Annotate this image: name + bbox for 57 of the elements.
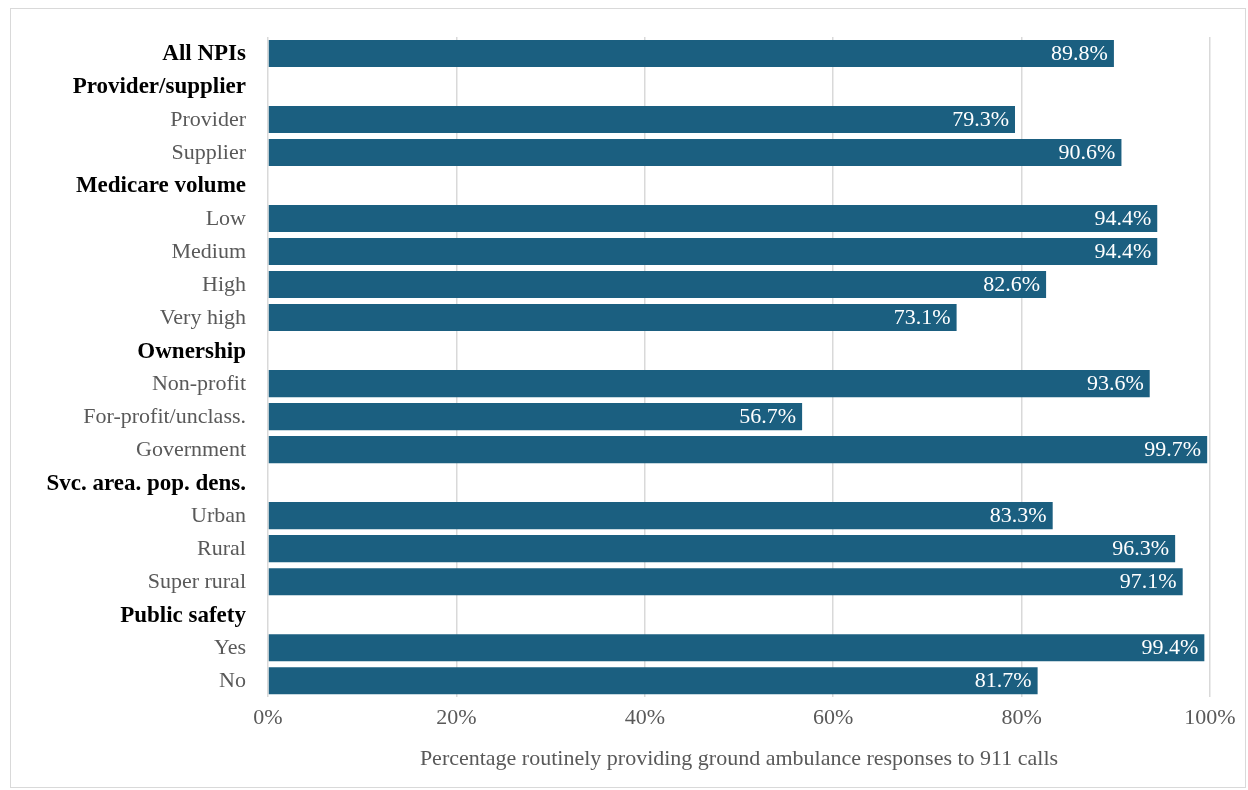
- data-label: 96.3%: [1112, 535, 1170, 561]
- bar: [268, 238, 1158, 266]
- data-label: 82.6%: [983, 271, 1041, 297]
- data-label: 99.4%: [1141, 634, 1199, 660]
- y-tick-label: For-profit/unclass.: [83, 403, 246, 429]
- bar: [268, 271, 1047, 299]
- x-tick-label: 0%: [253, 704, 283, 730]
- bar: [268, 370, 1150, 398]
- x-tick-label: 100%: [1184, 704, 1236, 730]
- y-tick-label: Svc. area. pop. dens.: [46, 469, 246, 495]
- y-tick-label: Yes: [213, 634, 246, 660]
- x-tick-label: 80%: [1001, 704, 1042, 730]
- bar: [268, 634, 1205, 662]
- bar: [268, 667, 1038, 695]
- y-tick-label: Low: [205, 205, 247, 231]
- data-label: 56.7%: [739, 403, 797, 429]
- data-label: 73.1%: [893, 304, 951, 330]
- data-label: 93.6%: [1086, 370, 1144, 396]
- bar: [268, 535, 1176, 563]
- bar: [268, 205, 1158, 233]
- y-tick-label: Government: [136, 436, 246, 462]
- bar: [268, 105, 1016, 134]
- data-label: 79.3%: [952, 106, 1010, 132]
- data-label: 97.1%: [1119, 568, 1177, 594]
- x-axis-title: Percentage routinely providing ground ambulance responses to 911 calls: [419, 744, 1059, 770]
- y-tick-label: Ownership: [137, 337, 246, 363]
- data-label: 99.7%: [1144, 436, 1202, 462]
- bar: [268, 403, 803, 431]
- y-tick-label: Provider: [170, 106, 247, 132]
- y-tick-label: Medicare volume: [75, 172, 246, 198]
- y-tick-label: Provider/supplier: [72, 73, 246, 99]
- y-tick-label: Super rural: [147, 568, 246, 594]
- y-tick-label: Very high: [159, 304, 246, 330]
- data-label: 90.6%: [1058, 139, 1116, 165]
- data-label: 81.7%: [974, 667, 1032, 693]
- bar: [268, 568, 1183, 596]
- x-tick-label: 60%: [813, 704, 854, 730]
- y-tick-label: Rural: [197, 535, 246, 561]
- bar: [268, 304, 957, 332]
- y-tick-label: All NPIs: [162, 40, 247, 66]
- data-label: 89.8%: [1051, 40, 1108, 66]
- data-label: 94.4%: [1094, 238, 1152, 264]
- y-tick-label: High: [202, 271, 246, 297]
- y-tick-label: Urban: [191, 502, 246, 528]
- x-tick-label: 20%: [436, 704, 477, 730]
- y-tick-label: No: [219, 667, 246, 693]
- y-tick-label: Medium: [171, 238, 246, 264]
- data-label: 83.3%: [989, 502, 1047, 528]
- bar: [268, 502, 1053, 530]
- bar: [268, 39, 1114, 68]
- data-label: 94.4%: [1094, 205, 1152, 231]
- y-tick-label: Public safety: [120, 601, 247, 627]
- y-tick-label: Non-profit: [151, 370, 246, 396]
- x-tick-label: 40%: [624, 704, 665, 730]
- y-tick-label: Supplier: [171, 139, 247, 165]
- bar: [268, 436, 1208, 464]
- bar: [268, 139, 1122, 167]
